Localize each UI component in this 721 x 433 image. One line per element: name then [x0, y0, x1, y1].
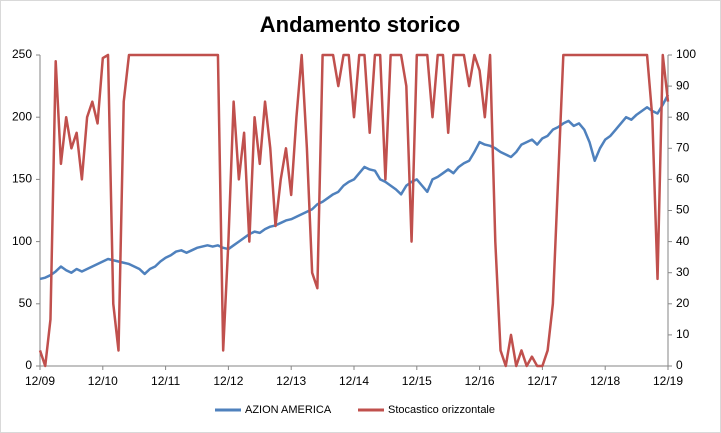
y-tick-label: 0	[25, 358, 32, 372]
x-tick-label: 12/14	[339, 374, 369, 388]
y-tick-label: 150	[12, 172, 32, 186]
y2-tick-label: 10	[676, 327, 690, 341]
x-tick-label: 12/13	[276, 374, 306, 388]
x-tick-label: 12/18	[590, 374, 620, 388]
x-tick-label: 12/09	[25, 374, 55, 388]
x-tick-label: 12/10	[88, 374, 118, 388]
y2-tick-label: 100	[676, 47, 696, 61]
y2-tick-label: 70	[676, 140, 690, 154]
y2-tick-label: 30	[676, 265, 690, 279]
series-line	[38, 53, 670, 368]
x-tick-label: 12/17	[527, 374, 557, 388]
legend-label: AZION AMERICA	[245, 404, 332, 416]
y-tick-label: 100	[12, 234, 32, 248]
x-tick-label: 12/12	[213, 374, 243, 388]
y-tick-label: 250	[12, 47, 32, 61]
y2-tick-label: 50	[676, 203, 690, 217]
x-tick-label: 12/19	[653, 374, 683, 388]
x-tick-label: 12/15	[402, 374, 432, 388]
series-line	[39, 94, 670, 281]
y2-tick-label: 90	[676, 78, 690, 92]
x-tick-label: 12/16	[465, 374, 495, 388]
y-tick-label: 50	[19, 296, 33, 310]
y-tick-label: 200	[12, 109, 32, 123]
y2-tick-label: 60	[676, 172, 690, 186]
chart-title: Andamento storico	[260, 12, 460, 37]
y2-tick-label: 40	[676, 234, 690, 248]
y2-tick-label: 0	[676, 358, 683, 372]
y2-tick-label: 80	[676, 109, 690, 123]
y2-tick-label: 20	[676, 296, 690, 310]
x-tick-label: 12/11	[151, 374, 180, 388]
legend-label: Stocastico orizzontale	[388, 404, 495, 416]
